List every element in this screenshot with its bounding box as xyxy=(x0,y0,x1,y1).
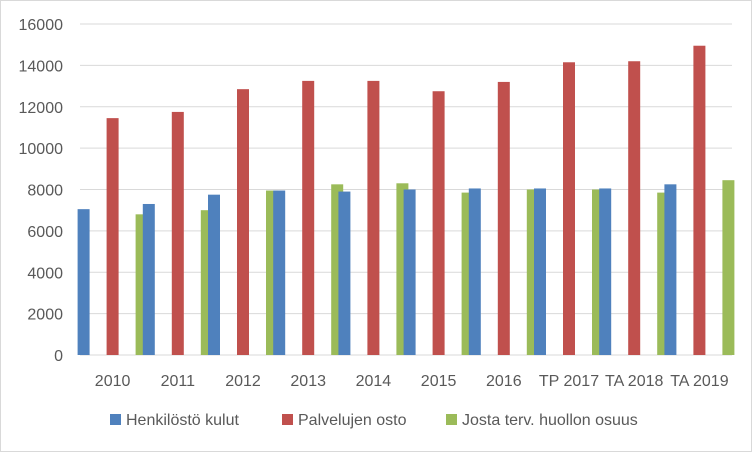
x-tick-label: 2012 xyxy=(225,373,261,390)
bar-1-tp-2017 xyxy=(534,188,546,355)
x-tick-label: TA 2018 xyxy=(605,373,664,390)
y-tick-label: 14000 xyxy=(19,58,64,75)
legend-label: Henkilöstö kulut xyxy=(126,412,240,429)
bars xyxy=(77,45,735,356)
bar-2-2010 xyxy=(106,118,119,355)
y-tick-label: 16000 xyxy=(19,17,64,34)
y-tick-label: 10000 xyxy=(19,141,64,158)
bar-1-2013 xyxy=(273,190,286,355)
bar-2-ta-2019 xyxy=(693,45,706,356)
bar-2-ta-2018 xyxy=(628,61,641,356)
y-tick-label: 8000 xyxy=(27,183,63,200)
y-tick-label: 2000 xyxy=(27,307,63,324)
bar-2-2015 xyxy=(432,91,445,355)
x-tick-label: TA 2019 xyxy=(670,373,729,390)
x-tick-label: TP 2017 xyxy=(539,373,599,390)
bar-1-2011 xyxy=(142,203,155,355)
y-tick-label: 12000 xyxy=(19,100,64,117)
bar-1-2016 xyxy=(468,188,481,355)
x-tick-label: 2014 xyxy=(356,373,392,390)
bar-1-2012 xyxy=(208,194,220,355)
legend-swatch xyxy=(110,414,121,425)
bar-2-2016 xyxy=(497,81,510,356)
bar-1-2010 xyxy=(77,209,90,355)
bar-2-tp-2017 xyxy=(563,62,575,355)
legend-swatch xyxy=(282,414,293,425)
bar-2-2012 xyxy=(237,89,249,356)
legend-label: Josta terv. huollon osuus xyxy=(462,412,638,429)
x-tick-label: 2016 xyxy=(486,373,522,390)
bar-3-ta-2019 xyxy=(722,180,735,355)
legend-label: Palvelujen osto xyxy=(298,412,407,429)
bar-2-2011 xyxy=(171,111,184,355)
bar-1-ta-2019 xyxy=(664,184,677,355)
legend: Henkilöstö kulut Palvelujen osto Josta ter… xyxy=(110,412,638,429)
x-axis-ticks: 2010 2011 2012 2013 2014 2015 2016 TP 2017 TA 20… xyxy=(95,373,729,390)
bar-1-ta-2018 xyxy=(599,188,612,355)
y-tick-label: 4000 xyxy=(27,265,63,282)
legend-swatch xyxy=(446,414,457,425)
x-tick-label: 2013 xyxy=(290,373,326,390)
x-tick-label: 2011 xyxy=(161,373,196,390)
bar-1-2015 xyxy=(403,189,416,355)
x-tick-label: 2010 xyxy=(95,373,131,390)
y-tick-label: 0 xyxy=(54,348,63,365)
bar-2-2013 xyxy=(302,80,315,355)
y-tick-label: 6000 xyxy=(27,224,63,241)
y-axis-ticks: 0 2000 4000 6000 8000 10000 12000 14000 16000 xyxy=(19,17,64,365)
bar-1-2014 xyxy=(338,191,351,355)
bar-2-2014 xyxy=(367,80,380,355)
x-tick-label: 2015 xyxy=(421,373,457,390)
